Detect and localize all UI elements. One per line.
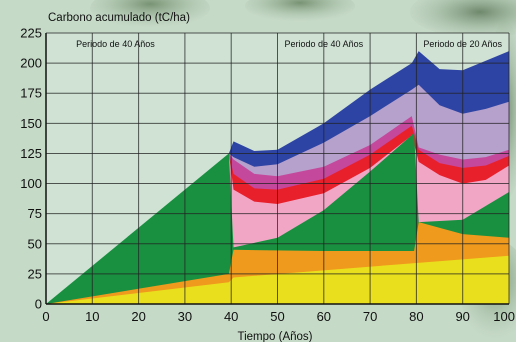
y-tick-label: 150 bbox=[20, 116, 42, 131]
y-tick-label: 25 bbox=[28, 266, 42, 281]
period-annotations: Periodo de 40 Años Periodo de 40 Años Peri… bbox=[76, 39, 502, 49]
x-tick-label: 10 bbox=[85, 309, 99, 324]
y-tick-label: 125 bbox=[20, 146, 42, 161]
x-tick-label: 70 bbox=[363, 309, 377, 324]
y-tick-label: 175 bbox=[20, 86, 42, 101]
x-tick-label: 0 bbox=[42, 309, 49, 324]
y-tick-labels: 0 25 50 75 100 125 150 175 200 225 bbox=[20, 26, 42, 312]
x-tick-label: 80 bbox=[409, 309, 423, 324]
y-tick-label: 100 bbox=[20, 176, 42, 191]
y-tick-label: 50 bbox=[28, 236, 42, 251]
x-tick-label: 20 bbox=[131, 309, 145, 324]
foliage-decoration bbox=[90, 0, 210, 28]
y-tick-label: 0 bbox=[35, 297, 42, 312]
y-tick-label: 75 bbox=[28, 206, 42, 221]
period-label: Periodo de 40 Años bbox=[76, 39, 155, 49]
x-tick-label: 60 bbox=[317, 309, 331, 324]
x-tick-label: 30 bbox=[178, 309, 192, 324]
y-tick-label: 200 bbox=[20, 56, 42, 71]
x-tick-labels: 0 10 20 30 40 50 60 70 80 90 100 bbox=[42, 309, 515, 324]
y-tick-label: 225 bbox=[20, 26, 42, 41]
period-label: Periodo de 40 Años bbox=[285, 39, 364, 49]
period-label: Periodo de 20 Años bbox=[423, 39, 502, 49]
x-tick-label: 100 bbox=[493, 309, 515, 324]
x-tick-label: 90 bbox=[455, 309, 469, 324]
x-axis-title: Tiempo (Años) bbox=[238, 331, 313, 342]
foliage-decoration bbox=[410, 0, 516, 38]
x-tick-label: 40 bbox=[224, 309, 238, 324]
x-tick-label: 50 bbox=[270, 309, 284, 324]
foliage-decoration bbox=[245, 0, 355, 22]
axes bbox=[45, 33, 509, 305]
y-axis-title: Carbono acumulado (tC/ha) bbox=[48, 12, 190, 24]
